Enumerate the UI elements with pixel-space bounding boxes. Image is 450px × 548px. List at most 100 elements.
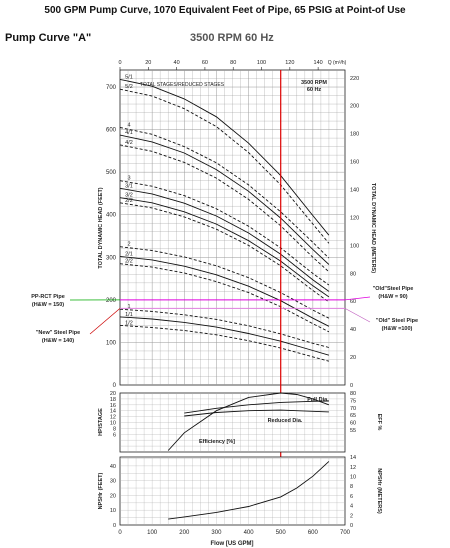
left-axis-label: TOTAL DYNAMIC HEAD (FEET) (98, 187, 104, 268)
stage-curve (119, 316, 330, 356)
flow-tick-label: 600 (308, 530, 319, 536)
full-dia-curve (184, 400, 329, 414)
stage-curve (119, 144, 330, 273)
stage-curve (119, 127, 330, 259)
right-tick-label: 0 (350, 383, 353, 389)
eff-tick-label: 55 (350, 428, 356, 434)
hp-axis-label: HP/STAGE (98, 408, 104, 436)
top-tick-label: 80 (230, 60, 236, 66)
eff-tick-label: 60 (350, 421, 356, 427)
left-tick-label: 100 (106, 340, 117, 346)
stage-label: 2 (127, 242, 130, 248)
arrow-new-steel (89, 308, 121, 335)
npsh-m-tick-label: 0 (350, 523, 353, 529)
stage-label: 5/2 (125, 84, 133, 90)
top-tick-label: 100 (257, 60, 266, 66)
stage-label: 1/1 (125, 312, 133, 318)
right-tick-label: 180 (350, 132, 359, 138)
npsh-m-tick-label: 6 (350, 494, 353, 500)
curve-label: Pump Curve "A" (5, 32, 92, 44)
right-tick-label: 20 (350, 355, 356, 361)
hp-tick-label: 6 (113, 432, 116, 438)
hp-tick-label: 18 (110, 397, 116, 403)
hp-tick-label: 14 (110, 409, 116, 415)
stage-label: 5/1 (125, 74, 133, 80)
stage-header: TOTAL STAGES/REDUCED STAGES (140, 82, 225, 88)
npsh-m-tick-label: 4 (350, 504, 353, 510)
stage-label: 3 (127, 176, 130, 182)
npsh-curve (168, 461, 330, 520)
left-tick-label: 400 (106, 213, 117, 219)
stage-curve (119, 255, 330, 327)
npsh-m-axis-label: NPSHr (METERS) (376, 468, 382, 514)
annotation-ppr-sub: (H&W = 150) (32, 302, 64, 308)
flow-tick-label: 100 (147, 530, 158, 536)
main-title: 500 GPM Pump Curve, 1070 Equivalent Feet… (44, 5, 406, 16)
flow-axis-label: Flow [US GPM] (211, 541, 254, 547)
right-tick-label: 220 (350, 76, 359, 82)
annotation-old-steel-100: "Old" Steel Pipe (376, 318, 418, 324)
flow-tick-label: 300 (211, 530, 222, 536)
top-tick-label: 60 (202, 60, 208, 66)
left-tick-label: 600 (106, 128, 117, 134)
stage-label: 4/2 (125, 140, 133, 146)
stage-curve (119, 246, 330, 319)
stage-curve (119, 187, 330, 292)
right-tick-label: 80 (350, 271, 356, 277)
npsh-ft-axis-label: NPSHr (FEET) (98, 472, 104, 509)
arrow-old-100 (344, 308, 371, 323)
npsh-m-tick-label: 14 (350, 455, 356, 461)
hp-tick-label: 12 (110, 415, 116, 421)
stage-label: 3/1 (125, 183, 133, 189)
right-axis-label: TOTAL DYNAMIC HEAD (METERS) (370, 183, 376, 273)
hp-tick-label: 10 (110, 421, 116, 427)
annotation-old-steel-90-sub: (H&W = 90) (378, 294, 407, 300)
stage-label: 2/2 (125, 259, 133, 265)
annotation-new-steel: "New" Steel Pipe (36, 330, 80, 336)
top-tick-label: 140 (314, 60, 323, 66)
eff-axis-label: EFF % (376, 414, 382, 431)
stage-label: 2/2 (125, 198, 133, 204)
right-tick-label: 60 (350, 299, 356, 305)
npsh-m-tick-label: 10 (350, 475, 356, 481)
right-tick-label: 40 (350, 327, 356, 333)
top-axis-label: Q (m³/h) (328, 60, 347, 66)
npsh-m-tick-label: 8 (350, 484, 353, 490)
speed-label: 3500 RPM 60 Hz (190, 32, 274, 44)
reduced-dia-label: Reduced Dia. (268, 418, 303, 424)
npsh-m-tick-label: 2 (350, 513, 353, 519)
top-tick-label: 40 (174, 60, 180, 66)
left-tick-label: 200 (106, 298, 117, 304)
hp-tick-label: 8 (113, 426, 116, 432)
top-tick-label: 0 (118, 60, 121, 66)
stage-label: 1 (127, 304, 130, 310)
stage-curve (119, 180, 330, 286)
stage-label: 1/2 (125, 320, 133, 326)
flow-tick-label: 0 (118, 530, 122, 536)
flow-tick-label: 500 (276, 530, 287, 536)
eff-tick-label: 70 (350, 406, 356, 412)
stage-curve (119, 324, 330, 362)
npsh-ft-tick-label: 30 (110, 479, 116, 485)
annotation-old-steel-100-sub: (H&W =100) (382, 326, 413, 332)
stage-label: 4 (127, 122, 130, 128)
efficiency-curve (167, 392, 330, 451)
top-tick-label: 20 (145, 60, 151, 66)
stage-curve (119, 134, 330, 265)
stage-curve (119, 197, 330, 298)
speed-box-line1: 3500 RPM (301, 80, 327, 86)
right-tick-label: 100 (350, 243, 359, 249)
full-dia-label: Full Dia. (307, 397, 329, 403)
left-tick-label: 500 (106, 170, 117, 176)
stage-curve (119, 263, 330, 333)
left-tick-label: 700 (106, 85, 117, 91)
annotation-ppr: PP-RCT Pipe (31, 294, 65, 300)
flow-tick-label: 400 (244, 530, 255, 536)
stage-curve (119, 308, 330, 348)
left-tick-label: 300 (106, 255, 117, 261)
npsh-ft-tick-label: 20 (110, 493, 116, 499)
arrow-old-90 (344, 296, 371, 301)
stage-label: 3/2 (125, 193, 133, 199)
stage-label: 2/1 (125, 251, 133, 257)
